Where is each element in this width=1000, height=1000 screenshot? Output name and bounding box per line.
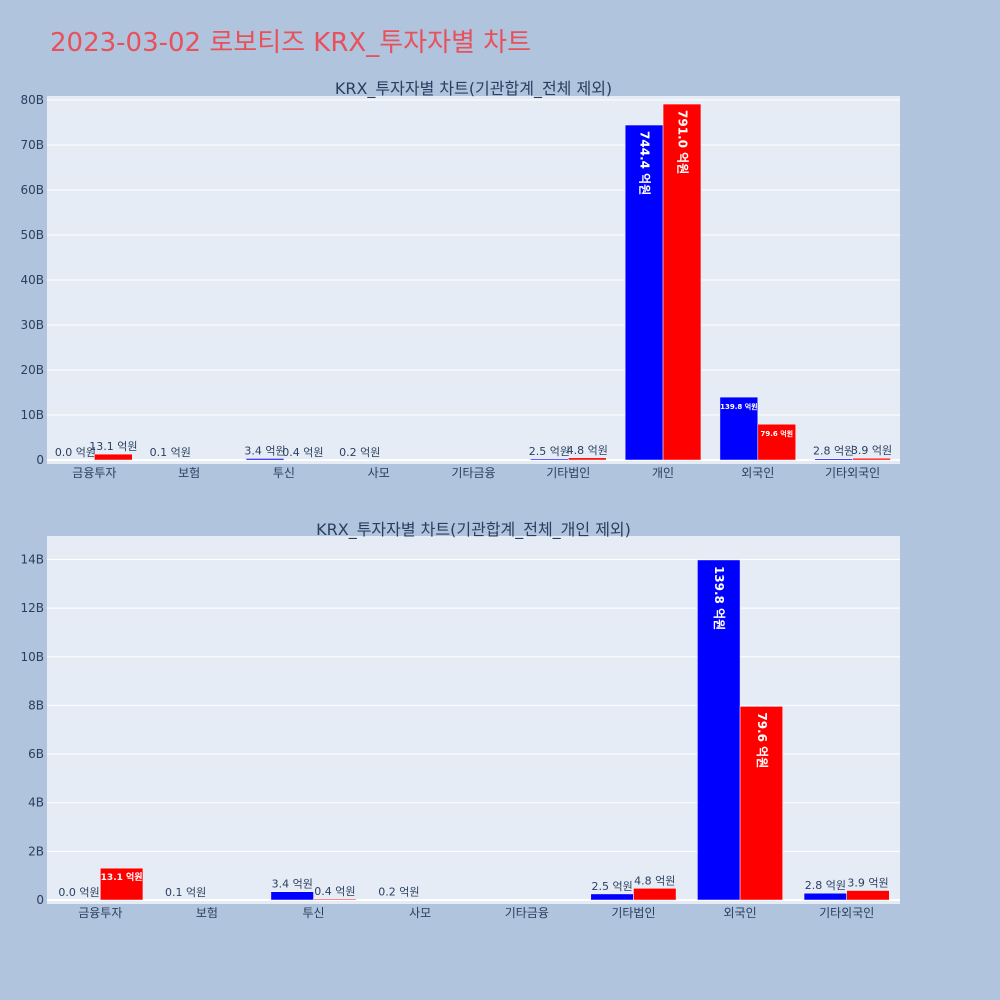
data-label: 79.6 억원	[760, 429, 793, 438]
data-label: 3.4 억원	[272, 878, 313, 891]
data-label: 3.4 억원	[244, 444, 285, 457]
data-label: 13.1 억원	[89, 440, 137, 453]
data-label: 3.9 억원	[851, 444, 892, 457]
bar-blue	[803, 892, 847, 901]
data-label: 0.1 억원	[165, 886, 206, 899]
y-tick-label: 0	[36, 453, 44, 467]
x-tick-label: 보험	[178, 466, 200, 480]
main-title: 2023-03-02 로보티즈 KRX_투자자별 차트	[50, 28, 532, 58]
y-tick-label: 30B	[20, 318, 44, 332]
bar-blue	[270, 891, 314, 901]
data-label: 2.8 억원	[805, 879, 846, 892]
data-label: 0.0 억원	[58, 886, 99, 899]
x-tick-label: 기타금융	[451, 466, 495, 480]
bar-blue	[814, 458, 853, 461]
chart-top: KRX_투자자별 차트(기관합계_전체 제외) 0 10B 20B 30B 40B 50B 6…	[20, 79, 900, 480]
bar-red	[846, 890, 890, 901]
y-tick-label: 50B	[20, 228, 44, 242]
y-tick-label: 8B	[28, 698, 44, 712]
y-tick-label: 4B	[28, 796, 44, 810]
y-tick-label: 10B	[20, 408, 44, 422]
data-label: 0.1 억원	[150, 446, 191, 459]
x-tick-label: 기타외국인	[825, 466, 880, 480]
data-label: 0.2 억원	[339, 446, 380, 459]
bar-red	[313, 898, 357, 901]
y-tick-label: 6B	[28, 747, 44, 761]
bar-red	[100, 867, 144, 901]
x-tick-label: 기타외국인	[819, 906, 874, 920]
y-tick-label: 60B	[20, 183, 44, 197]
x-tick-label: 금융투자	[78, 906, 122, 920]
x-tick-label: 외국인	[741, 466, 774, 480]
x-tick-label: 금융투자	[72, 466, 116, 480]
bar-blue	[624, 124, 664, 461]
chart-title: KRX_투자자별 차트(기관합계_전체_개인 제외)	[316, 520, 631, 540]
y-tick-label: 80B	[20, 93, 44, 107]
bar-red	[568, 457, 607, 461]
chart-title: KRX_투자자별 차트(기관합계_전체 제외)	[335, 79, 612, 99]
data-label: 4.8 억원	[634, 874, 675, 887]
y-tick-label: 70B	[20, 138, 44, 152]
y-tick-label: 0	[36, 893, 44, 907]
bar-red	[852, 457, 891, 461]
bar-red	[662, 103, 702, 461]
x-tick-label: 외국인	[724, 906, 757, 920]
x-tick-label: 기타금융	[505, 906, 549, 920]
y-tick-label: 12B	[20, 601, 44, 615]
bar-red	[739, 706, 783, 901]
y-tick-label: 40B	[20, 273, 44, 287]
data-label: 0.4 억원	[282, 446, 323, 459]
data-label: 2.5 억원	[529, 445, 570, 458]
data-label: 2.8 억원	[813, 445, 854, 458]
bar-blue	[245, 458, 285, 461]
x-tick-label: 보험	[196, 906, 218, 920]
data-label: 3.9 억원	[847, 877, 888, 890]
data-label: 0.0 억원	[55, 446, 96, 459]
bar-blue	[530, 458, 569, 461]
bar-blue	[697, 559, 741, 901]
data-label: 791.0 억원	[676, 110, 690, 174]
bar-red	[757, 423, 796, 461]
y-tick-label: 20B	[20, 363, 44, 377]
data-label: 79.6 억원	[755, 712, 769, 768]
data-label: 2.5 억원	[591, 880, 632, 893]
x-tick-label: 투신	[303, 906, 325, 920]
x-tick-label: 개인	[652, 466, 674, 480]
bar-red	[633, 888, 677, 901]
y-tick-label: 14B	[20, 552, 44, 566]
data-label: 139.8 억원	[720, 402, 757, 411]
data-label: 13.1 억원	[101, 871, 143, 883]
data-label: 0.2 억원	[378, 886, 419, 899]
data-label: 744.4 억원	[638, 131, 652, 195]
x-tick-label: 기타법인	[611, 906, 655, 920]
data-label: 4.8 억원	[567, 444, 608, 457]
x-tick-label: 사모	[409, 906, 431, 920]
data-label: 139.8 억원	[712, 566, 726, 630]
data-label: 0.4 억원	[314, 885, 355, 898]
bar-red	[94, 453, 133, 461]
chart-bottom: KRX_투자자별 차트(기관합계_전체_개인 제외) 0 2B 4B 6B 8B 10B 12…	[20, 520, 900, 920]
x-tick-label: 기타법인	[546, 466, 590, 480]
y-tick-label: 10B	[20, 650, 44, 664]
x-tick-label: 사모	[368, 466, 390, 480]
x-tick-label: 투신	[273, 466, 295, 480]
bar-blue	[590, 893, 634, 901]
y-tick-label: 2B	[28, 844, 44, 858]
